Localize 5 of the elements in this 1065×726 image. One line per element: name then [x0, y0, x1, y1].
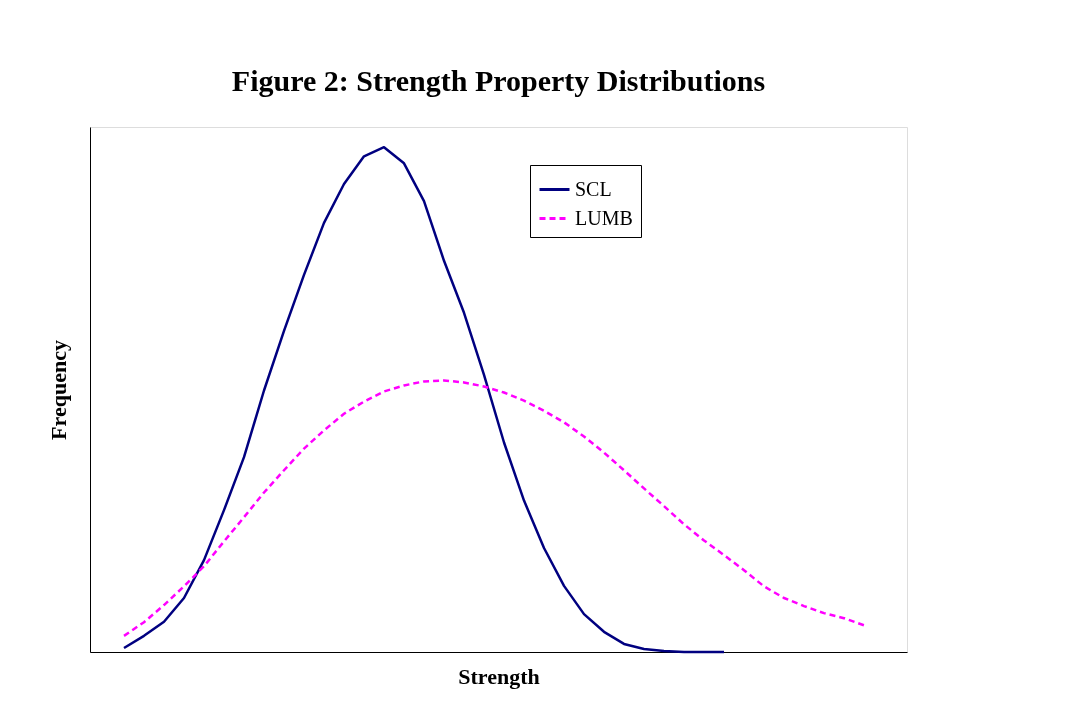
x-axis-title: Strength	[458, 663, 540, 689]
legend-label: LUMB	[575, 206, 633, 229]
y-axis-title: Frequency	[45, 340, 71, 440]
legend-label: SCL	[575, 177, 612, 200]
chart-title: Figure 2: Strength Property Distributions	[231, 64, 766, 97]
